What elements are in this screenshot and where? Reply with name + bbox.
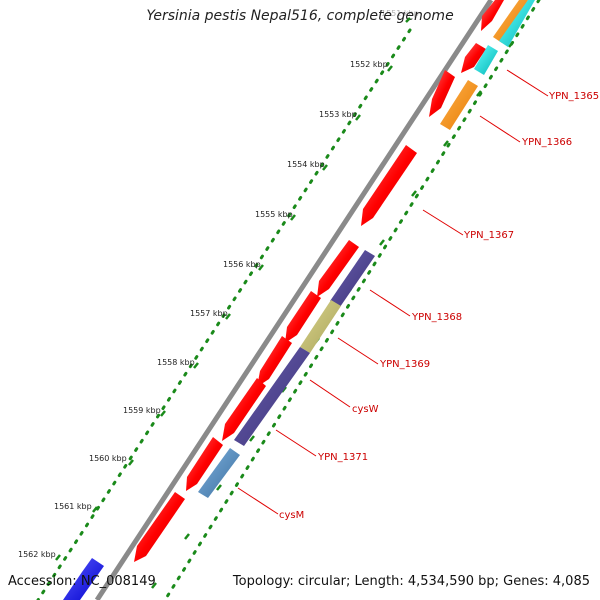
gene-arrow-red[interactable] <box>257 336 292 387</box>
accession-text: Accession: NC_008149 <box>8 574 156 589</box>
gene-label-ypn-1371[interactable]: YPN_1371 <box>317 452 368 463</box>
scale-ticks-outer <box>55 17 411 561</box>
gene-label-ypn-1365[interactable]: YPN_1365 <box>548 91 599 102</box>
tick-label: 1562 kbp <box>18 550 56 559</box>
forward-strand-genes <box>134 0 504 562</box>
gene-arrow-red[interactable] <box>317 240 359 297</box>
gene-arrow-red[interactable] <box>429 70 455 117</box>
gene-arrow-red[interactable] <box>186 437 223 491</box>
gene-label-cysw[interactable]: cysW <box>352 404 379 415</box>
gene-arrow-red[interactable] <box>285 291 321 343</box>
gene-label-cysm[interactable]: cysM <box>279 510 304 521</box>
tick-label: 1558 kbp <box>157 358 195 367</box>
gene-arrow-red[interactable] <box>134 492 185 562</box>
gene-arrow-red[interactable] <box>361 145 417 226</box>
scale-ring-outer <box>36 28 412 600</box>
gene-bar-orange[interactable] <box>493 0 528 43</box>
gene-label-ypn-1368[interactable]: YPN_1368 <box>411 312 462 323</box>
tick-label: 1556 kbp <box>223 260 261 269</box>
tick-label: 1555 kbp <box>255 210 293 219</box>
tick-label: 1561 kbp <box>54 502 92 511</box>
scale-ring-inner <box>163 0 541 600</box>
gene-arrow-blue[interactable] <box>63 558 104 600</box>
topology-text: Topology: circular; Length: 4,534,590 bp… <box>232 574 590 589</box>
label-leaders <box>237 69 549 515</box>
gene-bar-khaki[interactable] <box>300 300 341 353</box>
gene-bar-cyan[interactable] <box>474 45 498 75</box>
gene-bar-orange[interactable] <box>440 80 478 130</box>
tick-label: 1559 kbp <box>123 406 161 415</box>
gene-bar-steelblue[interactable] <box>198 448 240 498</box>
gene-bar-purple[interactable] <box>330 250 375 307</box>
genome-backbone <box>94 0 494 600</box>
tick-label: 1560 kbp <box>89 454 127 463</box>
tick-label: 1551 kbp <box>381 9 419 18</box>
gene-label-ypn-1369[interactable]: YPN_1369 <box>379 359 430 370</box>
tick-label: 1552 kbp <box>350 60 388 69</box>
gene-arrow-red[interactable] <box>461 43 486 73</box>
tick-label: 1553 kbp <box>319 110 357 119</box>
tick-label: 1557 kbp <box>190 309 228 318</box>
gene-bar-purple[interactable] <box>234 347 310 446</box>
map-title: Yersinia pestis Nepal516, complete genom… <box>146 8 454 24</box>
gene-arrow-red[interactable] <box>481 0 504 31</box>
gene-arrow-red[interactable] <box>222 378 266 441</box>
reverse-strand-genes <box>63 0 535 600</box>
gene-label-ypn-1367[interactable]: YPN_1367 <box>463 230 514 241</box>
gene-bar-cyan[interactable] <box>499 0 535 47</box>
tick-label: 1554 kbp <box>287 160 325 169</box>
gene-label-ypn-1366[interactable]: YPN_1366 <box>521 137 572 148</box>
